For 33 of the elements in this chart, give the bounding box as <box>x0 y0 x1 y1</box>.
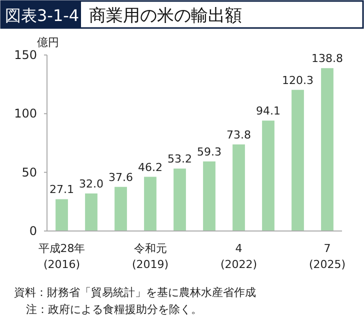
x-tick-label: 平成28年 (2016) <box>38 242 86 271</box>
bar <box>262 120 274 231</box>
data-label: 138.8 <box>312 52 343 66</box>
data-label: 120.3 <box>282 74 314 87</box>
data-label: 53.2 <box>168 152 192 166</box>
y-tick-label: 50 <box>22 165 37 180</box>
bar <box>56 199 68 231</box>
bar <box>203 161 216 231</box>
text: 注：政府による食糧援助分を除く。 <box>26 303 202 316</box>
data-label: 94.1 <box>256 104 280 118</box>
data-label: 59.3 <box>197 145 222 158</box>
bar <box>232 144 245 231</box>
data-label: 73.8 <box>226 128 251 142</box>
bar <box>321 68 334 231</box>
bar <box>85 193 98 231</box>
bar <box>292 90 304 231</box>
y-axis-title: 億円 <box>37 36 59 49</box>
bar <box>114 186 127 231</box>
data-label: 27.1 <box>50 183 74 196</box>
bar <box>174 168 186 231</box>
y-tick-label: 0 <box>29 224 37 238</box>
data-label: 37.6 <box>108 170 133 184</box>
data-label: 46.2 <box>138 160 162 174</box>
bar <box>144 176 156 231</box>
y-tick-label: 100 <box>14 106 37 121</box>
y-tick-label: 150 <box>14 48 37 62</box>
chart-title: 商業用の米の輸出額 <box>89 6 242 26</box>
text: 資料：財務省「貿易統計」を基に農林水産省作成 <box>14 286 256 299</box>
chart-subtitle: 図表3-1-4 <box>5 6 80 25</box>
x-tick-label: 4 (2022) <box>220 242 258 271</box>
data-label: 32.0 <box>79 177 104 190</box>
x-tick-label: 7 (2025) <box>308 242 346 271</box>
x-tick-label: 令和元 (2019) <box>132 242 169 271</box>
